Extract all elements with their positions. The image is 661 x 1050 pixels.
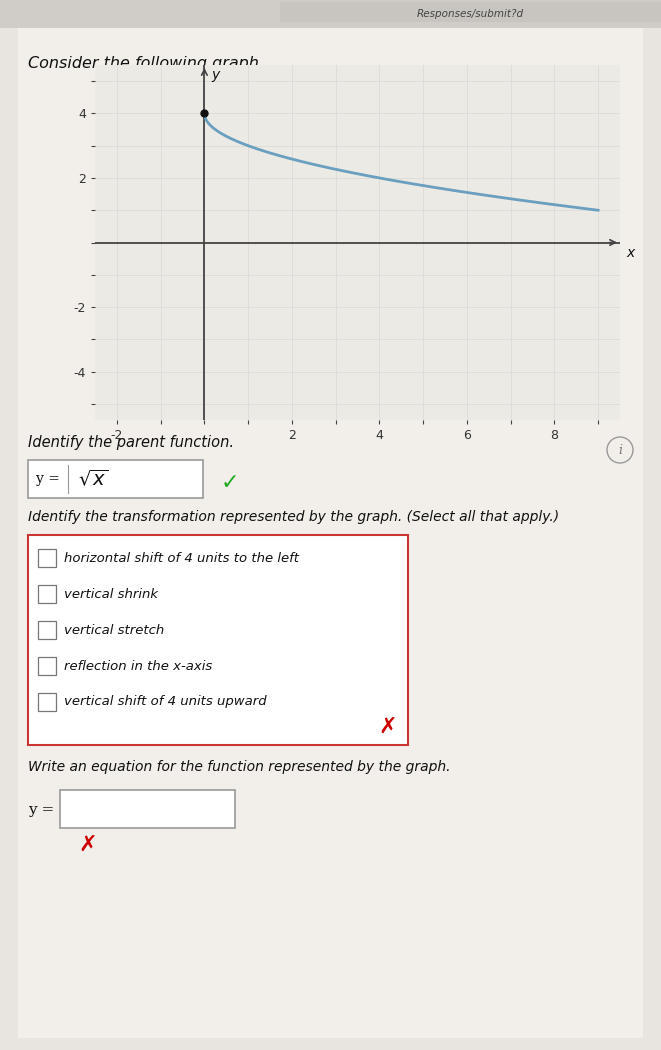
Text: vertical stretch: vertical stretch: [64, 624, 164, 636]
Bar: [28, 536, 408, 746]
Text: $\sqrt{x}$: $\sqrt{x}$: [78, 468, 109, 489]
Text: vertical shrink: vertical shrink: [64, 588, 158, 601]
Text: y: y: [211, 68, 219, 82]
Text: y =: y =: [36, 472, 60, 486]
Text: y =: y =: [28, 803, 54, 817]
Bar: [38, 657, 56, 675]
Circle shape: [607, 437, 633, 463]
Bar: [38, 585, 56, 603]
Text: reflection in the x-axis: reflection in the x-axis: [64, 659, 212, 672]
Text: i: i: [618, 444, 622, 458]
Bar: [280, 2, 661, 22]
Text: Responses/submit?d: Responses/submit?d: [416, 9, 524, 19]
Text: ✗: ✗: [79, 835, 97, 855]
Text: Consider the following graph.: Consider the following graph.: [28, 56, 264, 71]
Text: vertical shift of 4 units upward: vertical shift of 4 units upward: [64, 695, 266, 709]
Bar: [38, 621, 56, 639]
Bar: [38, 693, 56, 711]
Bar: [28, 460, 203, 498]
Text: Identify the parent function.: Identify the parent function.: [28, 435, 234, 450]
Text: Write an equation for the function represented by the graph.: Write an equation for the function repre…: [28, 760, 451, 774]
Text: ✗: ✗: [379, 717, 397, 737]
Bar: [0, 0, 661, 28]
Text: horizontal shift of 4 units to the left: horizontal shift of 4 units to the left: [64, 551, 299, 565]
Text: ✓: ✓: [221, 472, 240, 493]
Text: x: x: [627, 246, 635, 259]
Bar: [38, 549, 56, 567]
Bar: [60, 790, 235, 828]
Text: Identify the transformation represented by the graph. (Select all that apply.): Identify the transformation represented …: [28, 510, 559, 524]
